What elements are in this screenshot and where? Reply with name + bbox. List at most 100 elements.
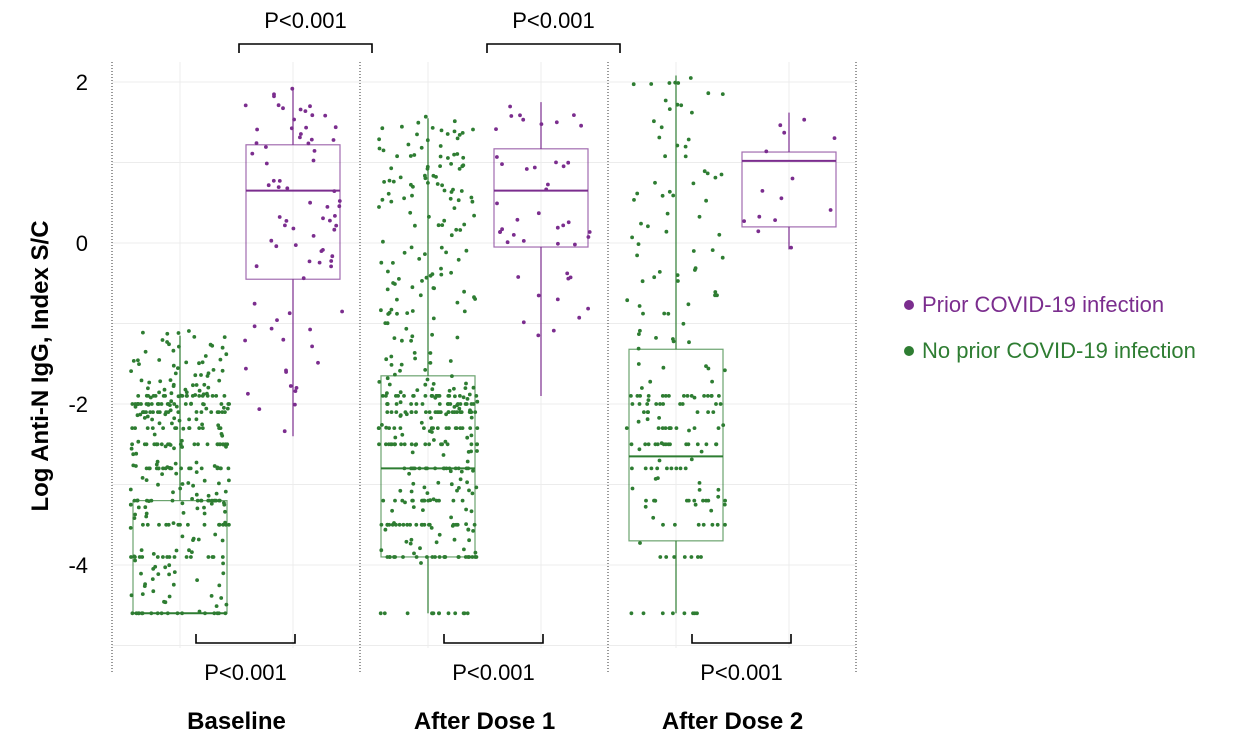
data-point — [194, 470, 199, 474]
data-point — [430, 332, 434, 337]
data-point — [572, 113, 576, 117]
data-point — [159, 402, 164, 406]
data-point — [691, 249, 696, 253]
data-point — [428, 351, 433, 355]
data-point — [631, 82, 636, 87]
data-point — [172, 402, 177, 406]
data-point — [226, 466, 231, 471]
data-point — [446, 410, 451, 414]
boxes — [132, 75, 837, 615]
data-point — [446, 611, 451, 616]
data-point — [137, 555, 142, 559]
box-1-1 — [380, 118, 476, 614]
data-point — [340, 309, 344, 314]
data-point — [566, 276, 571, 281]
data-point — [436, 394, 441, 398]
y-tick-label: -2 — [68, 392, 88, 417]
data-point — [407, 471, 411, 476]
data-point — [386, 312, 391, 316]
data-point — [392, 336, 397, 340]
data-point — [392, 442, 397, 447]
data-point — [649, 466, 654, 471]
data-point — [223, 509, 227, 514]
data-point — [172, 446, 176, 451]
data-point — [422, 485, 427, 490]
data-point — [498, 230, 502, 235]
data-point — [447, 426, 451, 430]
data-point — [662, 311, 667, 316]
data-point — [423, 394, 428, 398]
data-point — [377, 205, 381, 209]
data-point — [449, 515, 453, 520]
data-point — [394, 394, 398, 398]
data-point — [220, 345, 225, 350]
box-rect — [628, 348, 724, 542]
data-point — [437, 611, 441, 616]
data-point — [436, 480, 441, 485]
data-point — [172, 555, 177, 559]
bracket-line — [486, 43, 621, 53]
data-point — [461, 395, 466, 400]
data-point — [201, 402, 205, 406]
data-point — [453, 611, 458, 616]
data-point — [208, 342, 213, 347]
data-point — [789, 245, 793, 250]
data-point — [408, 154, 413, 158]
data-point — [128, 526, 133, 530]
legend-marker-prior — [904, 300, 914, 310]
data-point — [404, 326, 409, 331]
data-point — [455, 152, 460, 156]
data-point — [635, 191, 640, 196]
data-point — [157, 522, 161, 527]
data-point — [697, 488, 702, 492]
data-point — [659, 125, 664, 130]
bracket-bottom-1: P<0.001 — [195, 634, 296, 685]
data-point — [686, 137, 691, 142]
data-point — [136, 439, 141, 444]
data-point — [442, 188, 447, 193]
data-point — [521, 239, 526, 243]
data-point — [298, 135, 302, 140]
data-point — [130, 426, 135, 430]
data-point — [419, 561, 423, 565]
data-point — [661, 365, 666, 370]
data-point — [397, 277, 401, 281]
data-point — [398, 413, 403, 417]
data-point — [285, 186, 290, 191]
data-point — [695, 410, 700, 414]
data-point — [399, 442, 403, 447]
data-point — [204, 406, 209, 411]
data-point — [462, 222, 467, 227]
legend-marker-no-prior — [904, 346, 914, 356]
data-point — [140, 592, 145, 596]
data-point — [521, 320, 526, 325]
data-point — [424, 410, 428, 414]
data-point — [646, 224, 650, 229]
data-point — [459, 189, 464, 193]
data-point — [217, 522, 222, 527]
data-point — [408, 522, 412, 527]
data-point — [157, 390, 162, 395]
data-point — [435, 410, 440, 414]
data-point — [469, 509, 474, 514]
data-point — [715, 293, 719, 298]
data-point — [462, 611, 467, 616]
data-point — [561, 223, 566, 228]
data-point — [275, 318, 279, 322]
y-tick-label: -4 — [68, 553, 88, 578]
data-point — [644, 498, 648, 503]
data-point — [205, 374, 210, 378]
data-point — [196, 442, 200, 447]
data-point — [412, 153, 417, 157]
data-point — [416, 120, 421, 125]
data-point — [415, 388, 420, 392]
data-point — [719, 172, 724, 177]
data-point — [381, 498, 386, 503]
data-point — [680, 402, 685, 406]
data-point — [181, 511, 186, 515]
data-point — [200, 422, 205, 427]
data-point — [334, 223, 339, 228]
bracket-top-1: P<0.001 — [238, 8, 373, 53]
data-point — [312, 149, 317, 153]
data-point — [462, 547, 466, 552]
